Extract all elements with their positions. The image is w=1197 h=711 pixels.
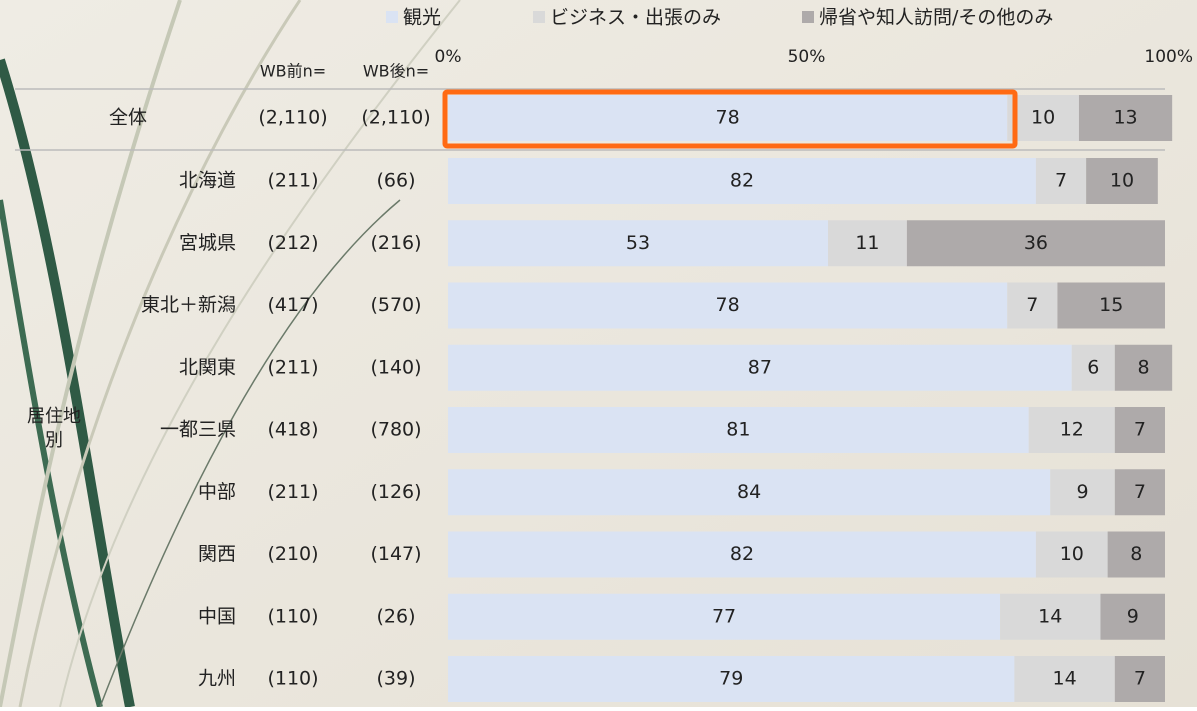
legend-swatch [533,11,545,23]
value-label: 14 [1053,668,1077,690]
value-label: 77 [712,605,736,627]
n-before: (211) [267,481,318,503]
value-label: 6 [1087,356,1099,378]
n-before: (110) [267,605,318,627]
value-label: 10 [1060,543,1084,565]
value-label: 7 [1134,668,1146,690]
value-label: 15 [1099,294,1123,316]
category-label: 中国 [198,605,236,627]
value-label: 9 [1076,481,1088,503]
value-label: 14 [1038,605,1062,627]
n-after: (147) [370,543,421,565]
x-tick-label: 0% [435,47,462,67]
n-before: (212) [267,232,318,254]
category-label: 全体 [109,107,147,129]
category-label: 宮城県 [179,232,236,254]
n-before: (211) [267,356,318,378]
column-header: WB後n= [363,62,429,81]
category-label: 一都三県 [160,419,236,441]
value-label: 84 [737,481,761,503]
value-label: 82 [730,170,754,192]
x-tick-label: 100% [1144,47,1193,67]
x-tick-label: 50% [788,47,826,67]
page: {"chart_data": {"type": "stacked-bar-hor… [0,0,1197,707]
value-label: 7 [1026,294,1038,316]
value-label: 87 [748,356,772,378]
n-after: (2,110) [361,107,430,129]
category-label: 九州 [198,668,236,690]
legend-label: 観光 [403,7,441,29]
n-after: (66) [376,170,415,192]
n-after: (780) [370,419,421,441]
value-label: 7 [1134,419,1146,441]
n-after: (26) [376,605,415,627]
legend-swatch [386,11,398,23]
n-before: (417) [267,294,318,316]
value-label: 9 [1127,605,1139,627]
value-label: 7 [1134,481,1146,503]
value-label: 78 [716,107,740,129]
n-before: (418) [267,419,318,441]
legend-swatch [802,11,814,23]
value-label: 10 [1031,107,1055,129]
value-label: 13 [1113,107,1137,129]
value-label: 82 [730,543,754,565]
value-label: 36 [1024,232,1048,254]
n-after: (140) [370,356,421,378]
legend-label: ビジネス・出張のみ [550,7,721,29]
value-label: 8 [1130,543,1142,565]
value-label: 53 [626,232,650,254]
value-label: 79 [719,668,743,690]
value-label: 10 [1110,170,1134,192]
value-label: 7 [1055,170,1067,192]
n-after: (39) [376,668,415,690]
value-label: 8 [1137,356,1149,378]
category-label: 東北＋新潟 [141,294,236,316]
n-after: (216) [370,232,421,254]
value-label: 81 [726,419,750,441]
legend-label: 帰省や知人訪問/その他のみ [819,7,1053,29]
value-label: 12 [1060,419,1084,441]
n-after: (570) [370,294,421,316]
n-before: (2,110) [258,107,327,129]
category-label: 北海道 [179,170,236,192]
value-label: 11 [855,232,879,254]
category-label: 関西 [198,543,236,565]
value-label: 78 [716,294,740,316]
n-before: (210) [267,543,318,565]
n-before: (110) [267,668,318,690]
n-before: (211) [267,170,318,192]
group-label: 居住地別 [22,405,86,453]
category-label: 中部 [198,481,236,503]
chart: WB前n= WB後n= 0% 50% 100% 観光 ビジネス・出張のみ 帰省や知人訪問/… [0,0,1197,707]
category-label: 北関東 [179,356,236,378]
n-after: (126) [370,481,421,503]
column-header: WB前n= [260,62,326,81]
